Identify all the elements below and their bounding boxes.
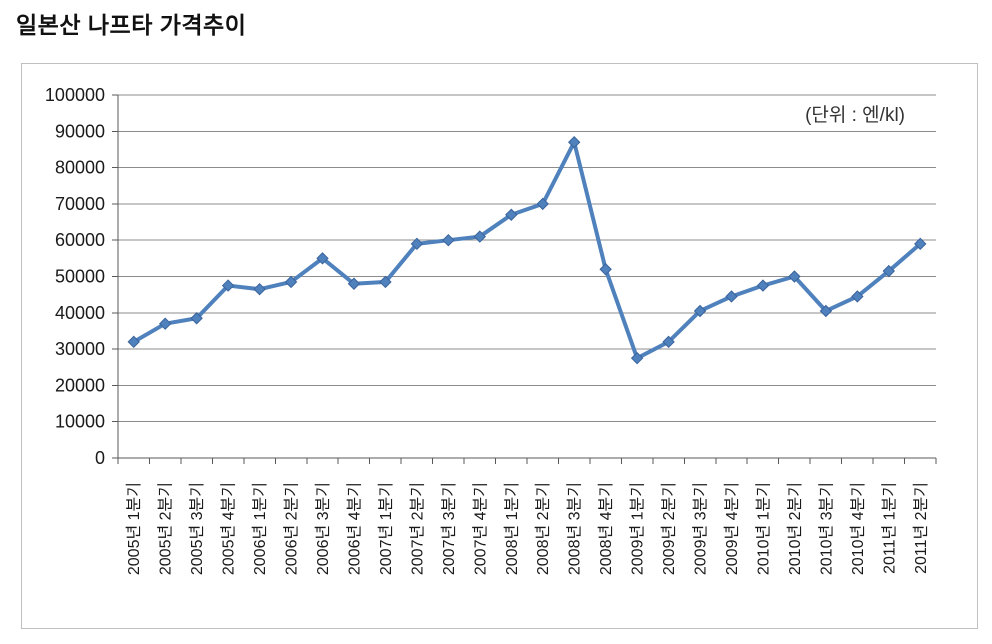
x-axis-label: 2008년 4분기	[597, 482, 615, 575]
x-axis-label: 2008년 1분기	[503, 482, 521, 575]
x-axis-label: 2011년 1분기	[880, 482, 898, 574]
data-point-marker	[725, 290, 738, 303]
y-axis-label: 70000	[55, 194, 105, 214]
y-axis-label: 80000	[55, 158, 105, 178]
y-axis-label: 50000	[55, 267, 105, 287]
x-axis-label: 2005년 2분기	[157, 482, 175, 575]
unit-label: (단위 : 엔/kl)	[805, 105, 905, 126]
y-axis-label: 100000	[45, 85, 105, 105]
x-axis-label: 2007년 4분기	[471, 482, 489, 575]
y-axis-label: 10000	[55, 412, 105, 432]
x-axis-label: 2010년 2분기	[786, 482, 804, 575]
data-point-marker	[473, 230, 487, 243]
data-point-marker	[567, 135, 581, 149]
x-axis-label: 2009년 2분기	[660, 482, 678, 575]
data-point-marker	[914, 237, 927, 251]
data-point-marker	[316, 252, 329, 265]
x-axis-label: 2005년 3분기	[188, 482, 206, 575]
data-point-marker	[693, 304, 707, 318]
x-axis-label: 2007년 3분기	[440, 482, 458, 575]
x-axis-label: 2007년 1분기	[377, 482, 395, 575]
data-point-marker	[630, 351, 644, 365]
data-point-marker	[158, 317, 172, 330]
data-point-marker	[347, 277, 361, 290]
data-point-marker	[442, 233, 455, 247]
page-title: 일본산 나프타 가격추이	[16, 12, 247, 38]
price-line	[131, 140, 923, 361]
x-axis-label: 2005년 4분기	[220, 482, 238, 575]
data-point-marker	[505, 208, 518, 221]
x-axis-label: 2006년 3분기	[314, 482, 332, 575]
x-axis-label: 2010년 1분기	[754, 482, 772, 575]
data-point-marker	[756, 279, 770, 292]
data-point-marker	[788, 270, 801, 283]
x-axis-label: 2006년 2분기	[283, 482, 301, 575]
x-axis-label: 2008년 2분기	[534, 482, 552, 575]
x-axis-label: 2009년 1분기	[629, 482, 647, 575]
data-point-marker	[221, 279, 235, 292]
data-point-marker	[410, 237, 424, 251]
y-axis-label: 0	[95, 448, 105, 468]
x-axis-label: 2010년 3분기	[817, 482, 835, 575]
data-point-marker	[253, 282, 266, 296]
x-axis-label: 2011년 2분기	[912, 482, 930, 574]
data-point-marker	[379, 275, 392, 289]
x-axis-label: 2009년 3분기	[692, 482, 710, 575]
x-axis-label: 2010년 4분기	[849, 482, 867, 575]
y-axis-label: 60000	[55, 230, 105, 250]
x-axis-label: 2006년 4분기	[345, 482, 363, 575]
data-point-marker	[127, 335, 140, 349]
x-axis-label: 2005년 1분기	[125, 482, 143, 575]
x-axis-label: 2007년 2분기	[408, 482, 426, 575]
y-axis-label: 20000	[55, 375, 105, 395]
y-axis-label: 30000	[55, 339, 105, 359]
x-axis-label: 2008년 3분기	[566, 482, 584, 575]
x-axis-label: 2006년 1분기	[251, 482, 269, 575]
data-point-marker	[284, 275, 298, 289]
data-point-marker	[190, 312, 203, 325]
data-point-marker	[599, 263, 612, 276]
y-axis-label: 40000	[55, 303, 105, 323]
data-point-marker	[851, 290, 864, 303]
data-point-marker	[882, 264, 896, 278]
chart-area: (단위 : 엔/kl) 0 10000 20000 30000 40000 50000 60…	[21, 63, 978, 629]
naphtha-price-line-chart: 0 10000 20000 30000 40000 50000 60000 70000 8000…	[45, 85, 937, 575]
data-point-marker	[819, 304, 833, 318]
data-point-marker	[662, 335, 675, 349]
x-axis-label: 2009년 4분기	[723, 482, 741, 575]
data-point-marker	[536, 197, 549, 211]
y-axis-label: 90000	[55, 121, 105, 141]
